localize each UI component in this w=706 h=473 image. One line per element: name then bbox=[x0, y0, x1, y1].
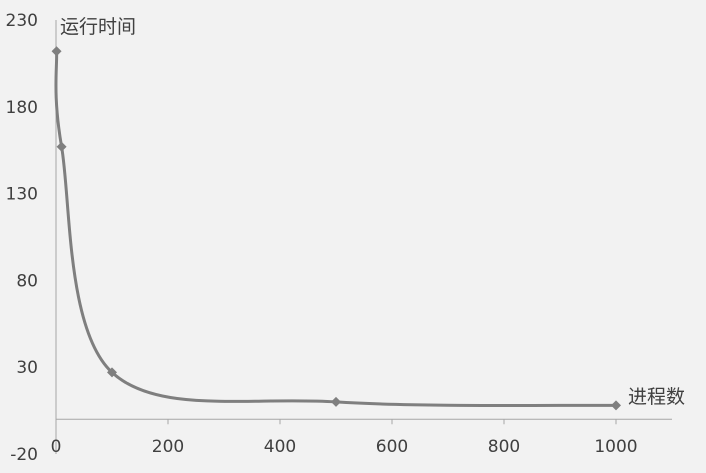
data-point-marker bbox=[331, 396, 341, 407]
y-tick-label: -20 bbox=[10, 445, 38, 465]
x-tick-label: 200 bbox=[152, 437, 184, 457]
data-point-marker bbox=[107, 367, 117, 378]
data-point-marker bbox=[51, 46, 62, 57]
axes bbox=[55, 20, 672, 454]
y-tick-label: 180 bbox=[6, 98, 38, 118]
x-tick-label: 800 bbox=[488, 437, 520, 457]
y-tick-label: 230 bbox=[6, 11, 38, 31]
tick-labels: 0 200 400 600 800 1000 -20 30 80 130 180 230 bbox=[6, 11, 638, 465]
x-tick-label: 1000 bbox=[594, 437, 637, 457]
x-axis-title: 进程数 bbox=[628, 386, 685, 408]
y-tick-label: 130 bbox=[6, 185, 38, 205]
y-axis-title: 运行时间 bbox=[60, 16, 136, 38]
data-point-marker bbox=[611, 400, 621, 411]
x-tick-label: 400 bbox=[264, 437, 296, 457]
data-point-marker bbox=[56, 141, 67, 152]
series-line bbox=[54, 51, 617, 408]
markers bbox=[51, 46, 621, 411]
y-tick-label: 80 bbox=[16, 271, 38, 291]
x-tick-label: 600 bbox=[376, 437, 408, 457]
y-tick-label: 30 bbox=[16, 358, 38, 378]
x-tick-label: 0 bbox=[51, 437, 62, 457]
